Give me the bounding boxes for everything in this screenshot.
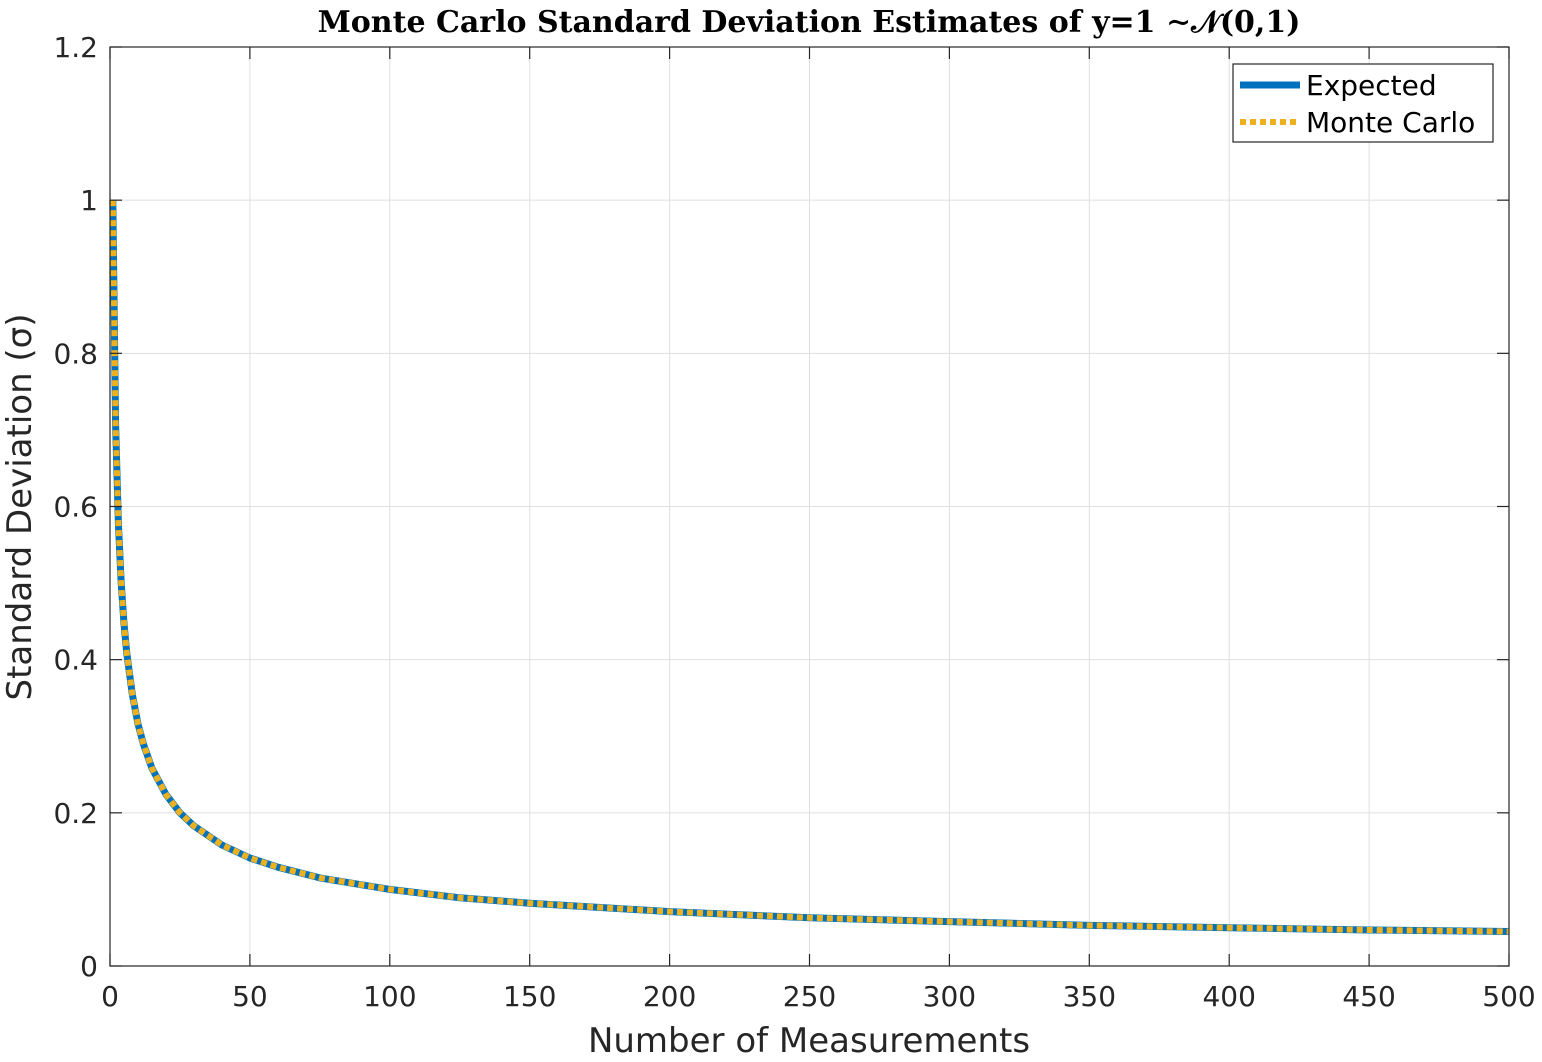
series-lines xyxy=(109,200,1510,935)
y-tick-label: 0.4 xyxy=(53,644,98,677)
x-tick-label: 300 xyxy=(923,980,976,1013)
y-tick-label: 0 xyxy=(80,950,98,983)
x-axis-label: Number of Measurements xyxy=(588,1021,1030,1057)
series-line-monte-carlo xyxy=(109,200,1510,935)
y-tick-label: 0.2 xyxy=(53,797,98,830)
x-tick-label: 50 xyxy=(232,980,268,1013)
axis-ticks: 0 50 100 150 200 250 300 350 400 450 500 0 0.2 0.4 0.6… xyxy=(53,31,1535,1013)
y-tick-label: 0.8 xyxy=(53,337,98,370)
x-tick-label: 500 xyxy=(1482,980,1535,1013)
x-tick-label: 250 xyxy=(783,980,836,1013)
legend-label-expected: Expected xyxy=(1306,69,1437,102)
legend-box xyxy=(1232,63,1494,143)
legend: Expected Monte Carlo xyxy=(1232,63,1494,143)
chart-title: Monte Carlo Standard Deviation Estimates… xyxy=(318,5,1301,40)
x-tick-label: 0 xyxy=(101,980,119,1013)
x-tick-label: 350 xyxy=(1063,980,1116,1013)
x-tick-label: 150 xyxy=(503,980,556,1013)
x-tick-label: 100 xyxy=(363,980,416,1013)
x-tick-label: 400 xyxy=(1202,980,1255,1013)
x-tick-label: 450 xyxy=(1342,980,1395,1013)
grid-lines xyxy=(110,47,1509,966)
legend-label-monte-carlo: Monte Carlo xyxy=(1306,106,1475,139)
y-tick-label: 0.6 xyxy=(53,491,98,524)
y-tick-label: 1 xyxy=(80,184,98,217)
x-tick-label: 200 xyxy=(643,980,696,1013)
y-tick-label: 1.2 xyxy=(53,31,98,64)
y-axis-label: Standard Deviation (σ) xyxy=(0,314,40,701)
